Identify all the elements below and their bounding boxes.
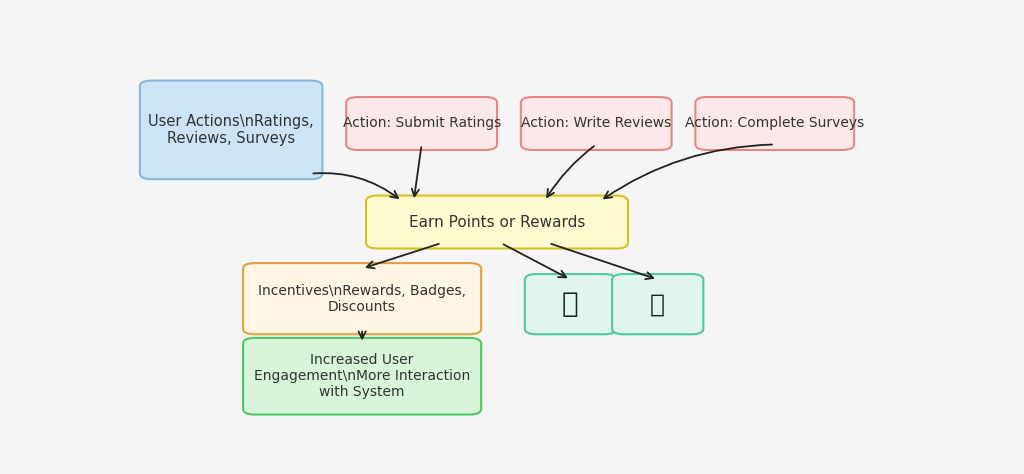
FancyBboxPatch shape: [521, 97, 672, 150]
FancyBboxPatch shape: [243, 338, 481, 415]
FancyBboxPatch shape: [243, 263, 481, 334]
FancyBboxPatch shape: [612, 274, 703, 334]
FancyBboxPatch shape: [695, 97, 854, 150]
FancyBboxPatch shape: [140, 81, 323, 179]
FancyBboxPatch shape: [346, 97, 497, 150]
Text: 🏷: 🏷: [650, 292, 666, 316]
Text: 🏆: 🏆: [562, 290, 579, 318]
Text: User Actions\nRatings,
Reviews, Surveys: User Actions\nRatings, Reviews, Surveys: [148, 114, 314, 146]
Text: Action: Complete Surveys: Action: Complete Surveys: [685, 117, 864, 130]
Text: Incentives\nRewards, Badges,
Discounts: Incentives\nRewards, Badges, Discounts: [258, 283, 466, 314]
Text: Action: Write Reviews: Action: Write Reviews: [521, 117, 672, 130]
Text: Action: Submit Ratings: Action: Submit Ratings: [342, 117, 501, 130]
Text: Earn Points or Rewards: Earn Points or Rewards: [409, 215, 585, 229]
Text: Increased User
Engagement\nMore Interaction
with System: Increased User Engagement\nMore Interact…: [254, 353, 470, 400]
FancyBboxPatch shape: [524, 274, 616, 334]
FancyBboxPatch shape: [367, 196, 628, 248]
